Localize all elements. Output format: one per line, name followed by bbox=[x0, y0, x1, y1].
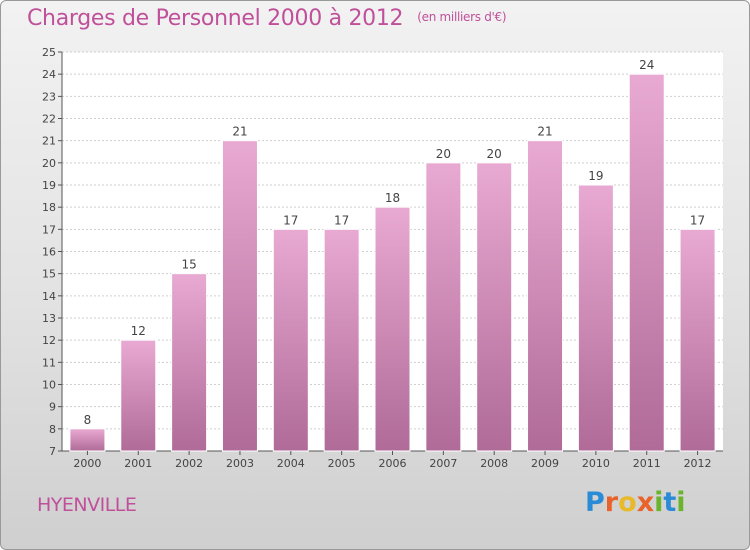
y-tick-label: 8 bbox=[49, 423, 56, 436]
bar bbox=[323, 228, 360, 452]
data-label: 21 bbox=[232, 125, 247, 139]
bar bbox=[476, 162, 513, 452]
y-tick-label: 7 bbox=[49, 445, 56, 458]
x-tick-label: 2012 bbox=[684, 457, 712, 470]
bar bbox=[171, 273, 208, 452]
data-label: 8 bbox=[84, 413, 92, 427]
x-tick-label: 2003 bbox=[226, 457, 254, 470]
data-label: 17 bbox=[690, 213, 705, 227]
logo-letter: i bbox=[654, 487, 664, 518]
data-label: 20 bbox=[436, 147, 451, 161]
bar bbox=[120, 339, 157, 452]
y-tick-label: 18 bbox=[42, 201, 56, 214]
chart-title-text: Charges de Personnel 2000 à 2012 bbox=[27, 6, 404, 31]
logo-letter: t bbox=[663, 487, 677, 518]
x-tick-label: 2004 bbox=[277, 457, 305, 470]
data-label: 12 bbox=[131, 324, 146, 338]
bar bbox=[577, 184, 614, 452]
y-tick-label: 17 bbox=[42, 223, 56, 236]
bar bbox=[527, 140, 564, 452]
x-tick-label: 2002 bbox=[175, 457, 203, 470]
data-label: 20 bbox=[487, 147, 502, 161]
bar bbox=[628, 73, 665, 452]
x-tick-label: 2010 bbox=[582, 457, 610, 470]
y-tick-label: 15 bbox=[42, 268, 56, 281]
y-tick-label: 20 bbox=[42, 157, 56, 170]
data-label: 19 bbox=[588, 169, 603, 183]
y-tick-label: 21 bbox=[42, 135, 56, 148]
y-tick-label: 16 bbox=[42, 246, 56, 259]
data-label: 24 bbox=[639, 58, 654, 72]
bar bbox=[374, 206, 411, 452]
chart-title: Charges de Personnel 2000 à 2012 (en mill… bbox=[27, 6, 507, 31]
data-label: 18 bbox=[385, 191, 400, 205]
y-tick-label: 9 bbox=[49, 401, 56, 414]
data-label: 17 bbox=[334, 213, 349, 227]
chart-subtitle: (en milliers d'€) bbox=[417, 10, 507, 24]
x-tick-label: 2007 bbox=[429, 457, 457, 470]
data-label: 17 bbox=[283, 213, 298, 227]
bar bbox=[272, 228, 309, 452]
y-tick-label: 22 bbox=[42, 113, 56, 126]
x-tick-label: 2009 bbox=[531, 457, 559, 470]
x-tick-label: 2001 bbox=[124, 457, 152, 470]
logo-letter: i bbox=[676, 487, 686, 518]
y-tick-label: 24 bbox=[42, 68, 56, 81]
logo-letter: o bbox=[618, 487, 637, 518]
bar bbox=[221, 140, 258, 452]
logo-letter: r bbox=[604, 487, 619, 518]
data-label: 21 bbox=[537, 125, 552, 139]
data-label: 15 bbox=[181, 258, 196, 272]
bar bbox=[679, 228, 716, 452]
logo-letter: P bbox=[585, 487, 605, 518]
bar bbox=[425, 162, 462, 452]
y-tick-label: 23 bbox=[42, 90, 56, 103]
y-tick-label: 25 bbox=[42, 46, 56, 59]
x-tick-label: 2005 bbox=[328, 457, 356, 470]
x-tick-label: 2000 bbox=[73, 457, 101, 470]
y-tick-label: 19 bbox=[42, 179, 56, 192]
logo-letter: x bbox=[636, 487, 655, 518]
x-tick-label: 2008 bbox=[480, 457, 508, 470]
y-tick-label: 10 bbox=[42, 379, 56, 392]
x-tick-label: 2011 bbox=[633, 457, 661, 470]
bar bbox=[69, 428, 106, 452]
y-tick-label: 11 bbox=[42, 356, 56, 369]
place-name: HYENVILLE bbox=[37, 494, 137, 516]
y-tick-label: 13 bbox=[42, 312, 56, 325]
x-tick-label: 2006 bbox=[379, 457, 407, 470]
proxiti-logo: Proxiti bbox=[585, 487, 686, 518]
y-tick-label: 14 bbox=[42, 290, 56, 303]
y-tick-label: 12 bbox=[42, 334, 56, 347]
